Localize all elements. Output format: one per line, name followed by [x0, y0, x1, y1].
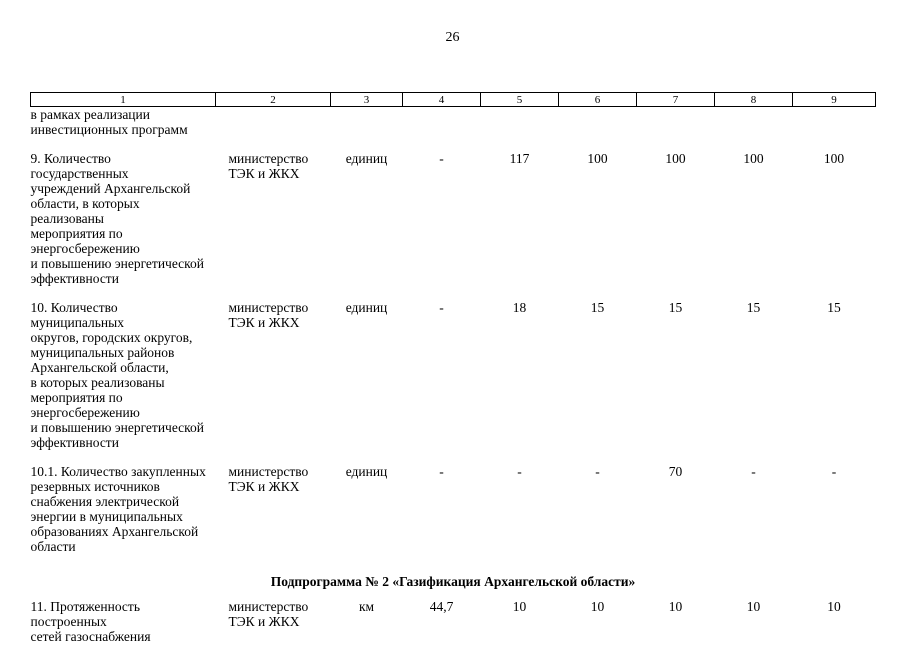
table-cell: 100 — [793, 151, 876, 300]
table-cell: 15 — [715, 300, 793, 464]
table-cell: 10 — [559, 599, 637, 658]
table-row: 10.1. Количество закупленных резервных и… — [31, 464, 876, 568]
table-cell: единиц — [331, 151, 403, 300]
table-cell: - — [403, 151, 481, 300]
section-row: Подпрограмма № 2 «Газификация Архангельс… — [31, 568, 876, 599]
table-cell: 10 — [793, 599, 876, 658]
page-number: 26 — [0, 0, 905, 46]
table-cell: 15 — [559, 300, 637, 464]
column-header: 3 — [331, 93, 403, 107]
table-cell — [793, 107, 876, 152]
table-cell — [637, 107, 715, 152]
table-cell: 11. Протяженность построенных сетей газо… — [31, 599, 216, 658]
table-cell: км — [331, 599, 403, 658]
column-header: 6 — [559, 93, 637, 107]
column-header: 2 — [216, 93, 331, 107]
table-cell: 15 — [637, 300, 715, 464]
table-cell: - — [403, 300, 481, 464]
table-cell — [403, 107, 481, 152]
column-header: 9 — [793, 93, 876, 107]
table-cell — [331, 107, 403, 152]
table-cell: - — [559, 464, 637, 568]
table-cell: - — [403, 464, 481, 568]
table-cell: 10. Количество муниципальных округов, го… — [31, 300, 216, 464]
table-cell: 15 — [793, 300, 876, 464]
table-cell: - — [793, 464, 876, 568]
table-cell: 100 — [715, 151, 793, 300]
table-cell: в рамках реализации инвестиционных прогр… — [31, 107, 216, 152]
table-cell: 10 — [715, 599, 793, 658]
table-cell: 44,7 — [403, 599, 481, 658]
table-row: в рамках реализации инвестиционных прогр… — [31, 107, 876, 152]
table-cell: единиц — [331, 464, 403, 568]
column-header: 7 — [637, 93, 715, 107]
section-title: Подпрограмма № 2 «Газификация Архангельс… — [31, 568, 876, 599]
table-cell: 100 — [559, 151, 637, 300]
column-header: 4 — [403, 93, 481, 107]
table-cell: министерство ТЭК и ЖКХ — [216, 151, 331, 300]
table-cell: 9. Количество государственных учреждений… — [31, 151, 216, 300]
table-cell: министерство ТЭК и ЖКХ — [216, 300, 331, 464]
column-header: 1 — [31, 93, 216, 107]
column-header: 5 — [481, 93, 559, 107]
table-cell: министерство ТЭК и ЖКХ — [216, 599, 331, 658]
table-cell — [715, 107, 793, 152]
table-cell: - — [481, 464, 559, 568]
table-cell: 10 — [637, 599, 715, 658]
table-body: в рамках реализации инвестиционных прогр… — [31, 107, 876, 658]
table-cell: 10.1. Количество закупленных резервных и… — [31, 464, 216, 568]
table-cell: министерство ТЭК и ЖКХ — [216, 464, 331, 568]
table-cell: 100 — [637, 151, 715, 300]
table-cell — [559, 107, 637, 152]
table-cell — [216, 107, 331, 152]
table-row: 11. Протяженность построенных сетей газо… — [31, 599, 876, 658]
column-header: 8 — [715, 93, 793, 107]
table-cell: единиц — [331, 300, 403, 464]
table-cell: 70 — [637, 464, 715, 568]
table-row: 10. Количество муниципальных округов, го… — [31, 300, 876, 464]
table-cell — [481, 107, 559, 152]
table-cell: 10 — [481, 599, 559, 658]
table-row: 9. Количество государственных учреждений… — [31, 151, 876, 300]
table-cell: - — [715, 464, 793, 568]
table-cell: 18 — [481, 300, 559, 464]
table-cell: 117 — [481, 151, 559, 300]
